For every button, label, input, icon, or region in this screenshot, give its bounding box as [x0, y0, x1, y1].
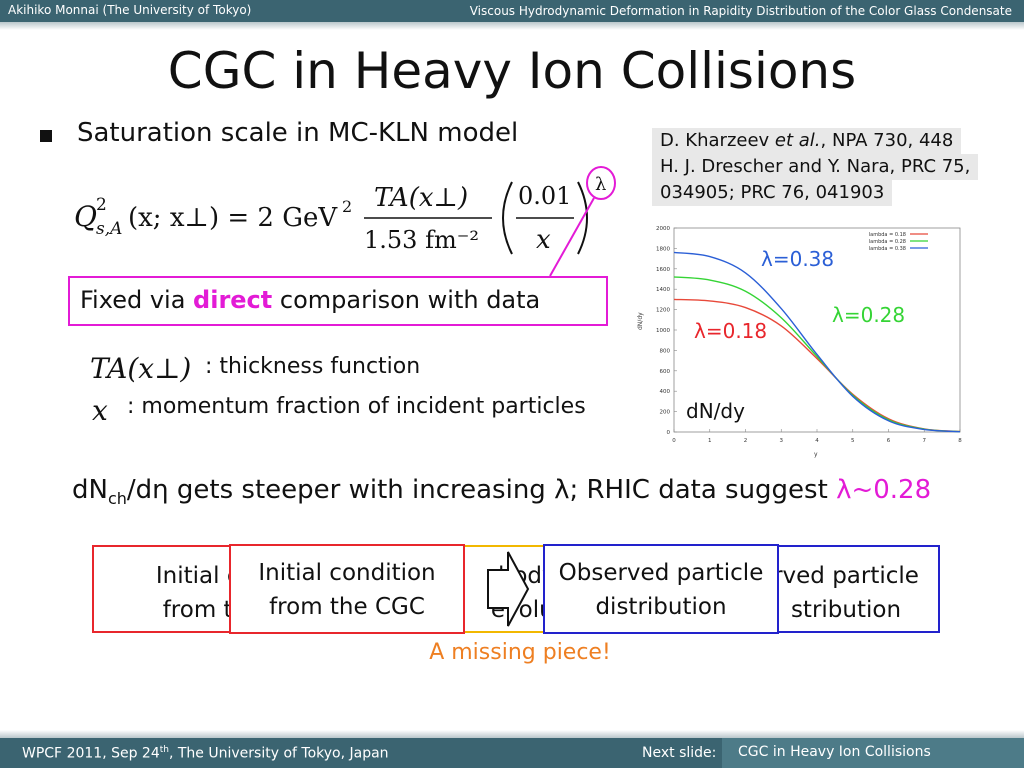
formula-q-sub: s,A	[96, 219, 122, 239]
formula-gev-sup: 2	[342, 197, 352, 216]
header-bar: Akihiko Monnai (The University of Tokyo)…	[0, 0, 1024, 22]
bullet-text: Saturation scale in MC-KLN model	[77, 118, 519, 148]
y-tick-label: 1000	[656, 328, 670, 334]
inline-ylabel: dN/dy	[686, 399, 745, 423]
ref-author: D. Kharzeev	[660, 130, 775, 151]
statement-pre: dN	[72, 475, 108, 505]
y-tick-label: 2000	[656, 226, 670, 232]
x-tick-label: 0	[672, 438, 676, 444]
series-line-2	[673, 251, 961, 433]
y-tick-label: 600	[660, 369, 671, 375]
box2-line1: Initial condition	[258, 560, 436, 586]
ta-symbol: TA(x⊥)	[90, 352, 192, 385]
legend-label: lambda = 0.38	[869, 246, 906, 252]
next-slide-label[interactable]: Next slide:	[642, 745, 717, 761]
footer-shadow	[0, 730, 1024, 738]
y-tick-label: 1200	[656, 308, 670, 314]
x-tick-label: 1	[708, 438, 712, 444]
x-tick-label: 4	[815, 438, 819, 444]
next-slide-title: CGC in Heavy Ion Collisions	[738, 744, 931, 760]
label-lambda-038: λ=0.38	[761, 247, 834, 271]
y-tick-label: 0	[667, 430, 671, 436]
y-tick-label: 1400	[656, 287, 670, 293]
chart-ylabel: dN/dy	[637, 312, 644, 330]
ref-line-3: 034905; PRC 76, 041903	[652, 180, 893, 206]
ref-line-1: D. Kharzeev et al., NPA 730, 448	[652, 128, 962, 154]
missing-piece-label: A missing piece!	[429, 640, 611, 665]
venue-label: WPCF 2011, Sep 24th, The University of T…	[22, 745, 389, 762]
box-observed-distribution: Observed particle distribution	[543, 544, 779, 634]
box4-line2: distribution	[595, 594, 727, 620]
next-slide-link[interactable]: CGC in Heavy Ion Collisions	[722, 738, 1024, 768]
formula-lhs-args: (x; x⊥) = 2 GeV	[128, 203, 338, 233]
formula-frac1-den: 1.53 fm⁻²	[364, 226, 479, 254]
box4-line1: Observed particle	[558, 560, 764, 586]
statement-sub: ch	[107, 489, 127, 509]
chart-xlabel: y	[814, 451, 818, 458]
arrow-right-icon	[487, 551, 530, 627]
venue-pre: WPCF 2011, Sep 24	[22, 745, 160, 762]
x-symbol: x	[92, 394, 108, 427]
y-tick-label: 200	[660, 410, 671, 416]
formula-left-paren	[502, 181, 513, 255]
ta-definition: : thickness function	[205, 354, 421, 379]
box-initial-condition: Initial condition from the CGC	[229, 544, 465, 634]
ref-etal: et al.	[774, 130, 821, 151]
y-tick-label: 1800	[656, 246, 670, 252]
pointer-line	[549, 197, 595, 277]
formula-frac1-num: TA(x⊥)	[374, 183, 468, 213]
legend-label: lambda = 0.28	[869, 239, 906, 245]
statement-highlight: λ~0.28	[836, 475, 932, 505]
formula-q-sup: 2	[96, 195, 107, 215]
formula-frac2-num: 0.01	[518, 182, 571, 210]
dndy-chart: 0 200 400 600 800 1000 1200 1400 1600 1800 2000 0 1…	[637, 226, 962, 458]
fixed-pre: Fixed via	[80, 286, 194, 314]
statement-mid: /dη gets steeper with increasing λ; RHIC…	[126, 475, 837, 505]
formula-frac2-den: x	[536, 225, 551, 255]
ref-line-2: H. J. Drescher and Y. Nara, PRC 75,	[652, 154, 979, 180]
y-tick-label: 800	[660, 348, 671, 354]
saturation-formula: Q 2 s,A (x; x⊥) = 2 GeV 2 TA(x⊥) 1.53 fm…	[74, 181, 588, 255]
box5-line1: rved particle	[773, 563, 919, 589]
venue-post: , The University of Tokyo, Japan	[168, 745, 389, 762]
talk-title: Viscous Hydrodynamic Deformation in Rapi…	[469, 4, 1012, 18]
label-lambda-018: λ=0.18	[694, 319, 767, 343]
y-tick-label: 1600	[656, 267, 670, 273]
statement: dNch/dη gets steeper with increasing λ; …	[72, 475, 931, 508]
legend-label: lambda = 0.18	[869, 232, 906, 238]
slide-title: CGC in Heavy Ion Collisions	[167, 42, 857, 100]
header-shadow	[0, 22, 1024, 30]
bullet-square-icon	[40, 130, 52, 142]
x-definition: : momentum fraction of incident particle…	[127, 394, 586, 419]
x-tick-label: 8	[958, 438, 962, 444]
fixed-via-box: Fixed via direct comparison with data	[68, 276, 608, 326]
footer-bar: WPCF 2011, Sep 24th, The University of T…	[0, 738, 1024, 768]
ref-journal: , NPA 730, 448	[820, 130, 954, 151]
venue-sup: th	[159, 745, 169, 755]
formula-right-paren	[577, 181, 588, 255]
label-lambda-028: λ=0.28	[832, 303, 905, 327]
formula-exponent: λ	[595, 174, 606, 195]
fixed-post: comparison with data	[272, 286, 541, 314]
fixed-highlight: direct	[193, 286, 273, 314]
y-tick-label: 400	[660, 389, 671, 395]
x-tick-label: 2	[744, 438, 748, 444]
x-tick-label: 6	[887, 438, 891, 444]
x-tick-label: 5	[851, 438, 855, 444]
formula-q: Q	[74, 200, 97, 233]
references: D. Kharzeev et al., NPA 730, 448 H. J. D…	[652, 128, 979, 206]
lambda-pointer: λ	[549, 166, 616, 277]
box2-line2: from the CGC	[269, 594, 425, 620]
box5-line2: stribution	[790, 597, 902, 623]
author-label: Akihiko Monnai (The University of Tokyo)	[8, 3, 252, 17]
lambda-circle	[586, 166, 616, 200]
x-tick-label: 3	[780, 438, 784, 444]
x-tick-label: 7	[923, 438, 927, 444]
